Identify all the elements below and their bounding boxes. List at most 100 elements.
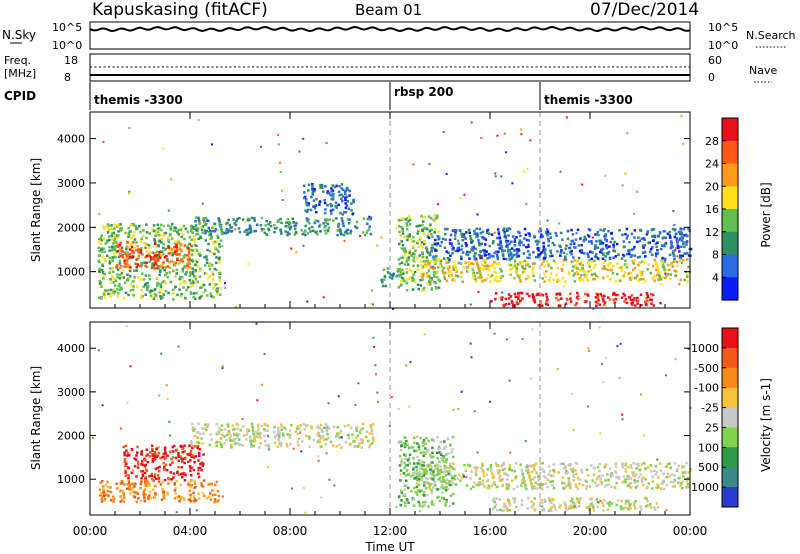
data-cell [167, 291, 170, 295]
data-cell [323, 438, 326, 442]
data-cell [511, 301, 514, 304]
data-cell [451, 477, 454, 481]
data-cell [121, 489, 125, 493]
data-cell [501, 274, 505, 278]
data-cell [516, 251, 519, 254]
data-cell [474, 247, 477, 251]
data-cell [686, 273, 689, 276]
data-cell [303, 231, 306, 234]
data-cell [632, 462, 635, 465]
data-cell [144, 484, 147, 487]
data-cell [138, 264, 142, 268]
data-cell [121, 256, 125, 259]
data-cell [436, 448, 440, 451]
data-cell [296, 432, 299, 436]
data-cell [585, 480, 588, 483]
data-cell [213, 240, 217, 244]
data-cell [533, 464, 537, 467]
data-cell [376, 391, 379, 394]
data-cell [158, 273, 161, 277]
data-cell [519, 280, 522, 283]
data-cell [173, 483, 176, 486]
data-cell [167, 209, 170, 212]
data-cell [633, 254, 636, 257]
data-cell [320, 445, 323, 448]
data-cell [661, 256, 664, 260]
data-cell [519, 261, 522, 264]
data-cell [461, 235, 464, 238]
data-cell [671, 485, 675, 488]
data-cell [119, 265, 123, 268]
data-cell [149, 294, 153, 298]
data-cell [120, 227, 123, 231]
data-cell [633, 267, 637, 270]
data-cell [303, 196, 306, 200]
data-cell [263, 428, 266, 431]
data-cell [453, 237, 457, 240]
data-cell [536, 239, 539, 243]
data-cell [409, 276, 412, 279]
data-cell [295, 427, 299, 430]
data-cell [448, 242, 452, 245]
data-cell [215, 288, 218, 292]
data-cell [312, 199, 316, 202]
data-cell [367, 439, 370, 443]
data-cell [156, 454, 159, 458]
data-cell [186, 460, 190, 464]
data-cell [527, 276, 530, 279]
data-cell [473, 481, 476, 484]
data-cell [505, 487, 509, 490]
data-cell [122, 500, 125, 503]
data-cell [407, 258, 410, 262]
data-cell [681, 254, 684, 258]
data-cell [136, 492, 140, 495]
data-cell [482, 471, 485, 475]
data-cell [276, 432, 280, 435]
data-cell [415, 435, 419, 439]
data-cell [630, 276, 634, 280]
data-cell [197, 218, 200, 221]
data-cell [558, 506, 561, 509]
data-cell [197, 237, 200, 240]
data-cell [401, 243, 405, 247]
data-cell [552, 259, 556, 262]
data-cell [257, 425, 260, 428]
data-cell [654, 242, 658, 245]
data-cell [575, 497, 579, 500]
data-cell [175, 245, 178, 248]
data-cell [621, 462, 624, 465]
data-cell [116, 264, 119, 267]
data-cell [351, 433, 354, 436]
data-cell [279, 441, 283, 445]
data-cell [114, 279, 118, 282]
data-cell [207, 230, 211, 234]
data-cell [471, 246, 474, 249]
data-cell [162, 261, 165, 264]
data-cell [597, 501, 600, 504]
data-cell [487, 484, 491, 488]
data-cell [468, 263, 471, 266]
data-cell [137, 248, 140, 251]
data-cell [413, 477, 416, 480]
data-cell [361, 438, 364, 442]
data-cell [125, 462, 128, 465]
data-cell [415, 485, 419, 489]
data-cell [189, 485, 193, 489]
data-cell [162, 461, 165, 465]
freq-label: Freq. [4, 54, 31, 67]
data-cell [191, 260, 194, 263]
data-cell [418, 474, 421, 478]
data-cell [421, 272, 425, 276]
data-cell [159, 483, 163, 486]
beam-title: Beam 01 [355, 1, 422, 19]
data-cell [476, 213, 479, 216]
data-cell [537, 249, 540, 252]
data-cell [203, 494, 206, 498]
data-cell [143, 479, 147, 482]
data-cell [189, 258, 192, 262]
data-cell [422, 438, 426, 442]
data-cell [668, 462, 671, 465]
data-cell [537, 255, 540, 259]
data-cell [119, 223, 122, 226]
data-cell [110, 238, 114, 241]
